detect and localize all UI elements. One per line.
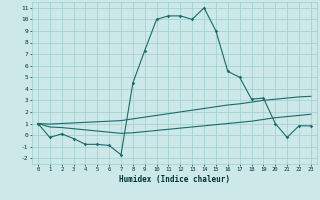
X-axis label: Humidex (Indice chaleur): Humidex (Indice chaleur): [119, 175, 230, 184]
